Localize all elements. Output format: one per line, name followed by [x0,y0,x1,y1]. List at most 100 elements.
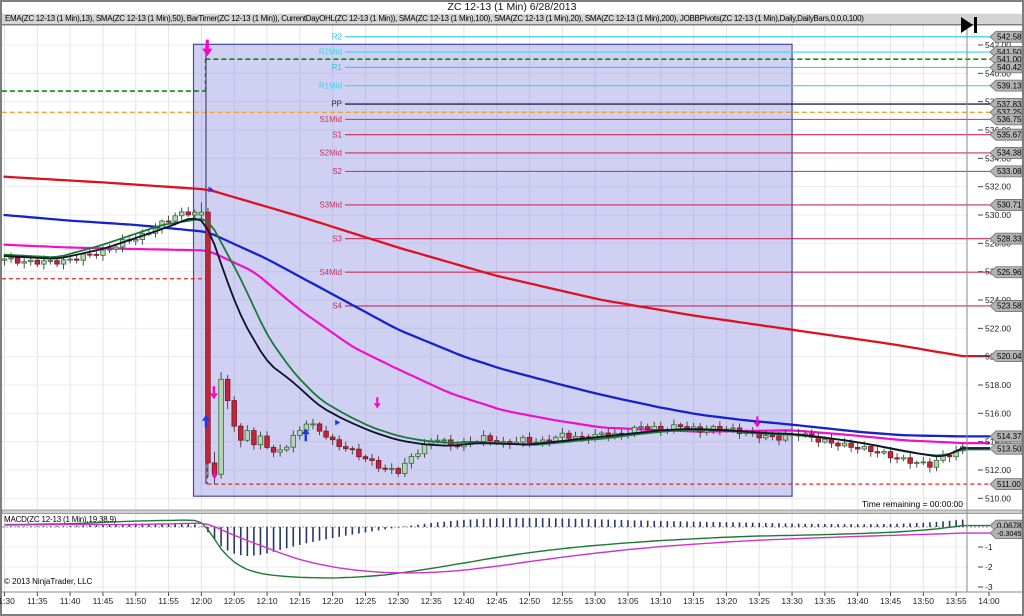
arrow-stem [212,386,216,394]
axis-value-text: 535.67 [997,130,1022,139]
right-arrow-icon [335,419,341,426]
macd-hist-bar [3,526,6,528]
macd-hist-bar [929,522,931,527]
up-arrow-icon [301,428,310,435]
price-axis[interactable]: 542.00540.00538.00536.00534.00532.00530.… [978,30,1023,592]
candle-body [172,215,178,222]
macd-hist-bar [535,518,537,527]
axis-value-box [989,165,1023,178]
macd-hist-bar [686,521,688,527]
go-to-end-icon[interactable] [961,15,983,35]
price-tick-label: 532.00 [985,182,1011,192]
axis-value-box [989,30,1023,43]
candle-body [408,456,415,464]
candle-body [100,249,106,256]
macd-hist-bar [167,523,170,527]
macd-hist-bar [10,526,12,528]
pivot-label-s1: S1 [332,130,342,139]
macd-hist-bar [318,527,321,541]
candle-body [60,259,67,265]
candle-body [579,435,585,438]
axis-value-text: 528.33 [997,234,1022,243]
axis-value-text: -0.3045 [997,529,1021,538]
macd-hist-bar [95,525,98,527]
time-tick-label: 14:00 [978,596,1000,606]
macd-hist-bar [430,523,432,527]
candle-body [566,432,572,439]
candle-body [927,461,933,468]
candle-body [854,446,861,450]
axis-value-text: 525.96 [997,268,1022,277]
down-arrow-icon [209,393,218,400]
axis-value-text: 511.00 [997,480,1021,489]
price-tick-label: 522.00 [985,323,1011,333]
candle-body [54,260,60,265]
candle-body [205,211,211,464]
candle-body [599,432,605,435]
macd-hist-bar [640,520,642,527]
macd-hist-bar [305,527,308,544]
axis-value-box [989,442,1023,455]
candle-body [651,425,657,430]
macd-hist-bar [239,527,242,556]
pivot-label-s4mid: S4Mid [319,268,342,277]
down-arrow-icon [753,422,761,428]
pivot-label-s4: S4 [332,302,342,311]
macd-hist-bar [56,526,58,527]
time-axis[interactable]: 11:30 11:35 11:40 11:45 11:50 11:55 12:00 12:05… [0,592,1000,607]
macd-hist-bar [463,519,465,527]
macd-hist-bar [351,527,354,535]
macd-hist-bar [82,525,85,527]
candle-body [41,260,47,265]
candle-body [356,448,362,458]
pane-splitter[interactable] [1,509,1023,514]
candle-body [133,239,139,242]
candle-body [106,248,113,251]
pivot-lines: R2 R2Mid R1 R1Mid PP S1Mid S1 S2Mid S2 S3Mid S3 S4M… [319,32,990,311]
macd-hist-bar [909,523,911,527]
macd-hist-bar [312,527,314,542]
macd-indicator-label: MACD(ZC 12-13 (1 Min),19,38,9) [4,515,117,524]
time-tick-label: 11:30 [0,596,15,606]
candle-body [14,257,21,264]
candle-body [763,435,769,439]
candle-body [369,458,375,461]
pivot-label-s3: S3 [332,234,342,243]
chart-title: ZC 12-13 (1 Min) 6/28/2013 [447,1,577,13]
candle-body [349,448,356,451]
axis-value-box [989,478,1023,491]
candle-body [165,220,172,223]
macd-hist-bar [955,520,957,527]
candle-body [914,461,920,464]
macd-hist-bar [121,523,124,527]
price-tick-label: 542.00 [985,40,1011,50]
pivot-label-r1mid: R1Mid [319,81,342,90]
candle-body [730,427,736,430]
macd-hist-bar [751,522,754,527]
candle-body [244,430,251,441]
time-tick-label: 13:25 [749,596,771,606]
time-tick-label: 13:20 [716,596,738,606]
copyright-text: © 2013 NinjaTrader, LLC [4,577,93,586]
axis-value-text: 539.13 [997,81,1022,90]
macd-hist-bar [180,523,183,527]
time-tick-label: 13:50 [913,596,935,606]
macd-hist-bar [837,524,839,527]
candle-body [881,451,887,454]
macd-hist-bar [49,526,52,527]
sma50-line [3,243,990,445]
macd-hist-bar [482,518,485,527]
macd-hist-bar [141,523,144,527]
macd-hist-bar [666,521,669,527]
candle-body [251,430,257,446]
axis-value-box [989,527,1023,539]
macd-hist-bar [161,523,163,527]
macd-hist-bar [758,522,761,527]
axis-value-box [989,147,1023,159]
macd-hist-bar [568,518,570,527]
candle-body [822,438,828,443]
macd-hist-bar [935,521,938,527]
macd-hist-bar [870,524,872,527]
